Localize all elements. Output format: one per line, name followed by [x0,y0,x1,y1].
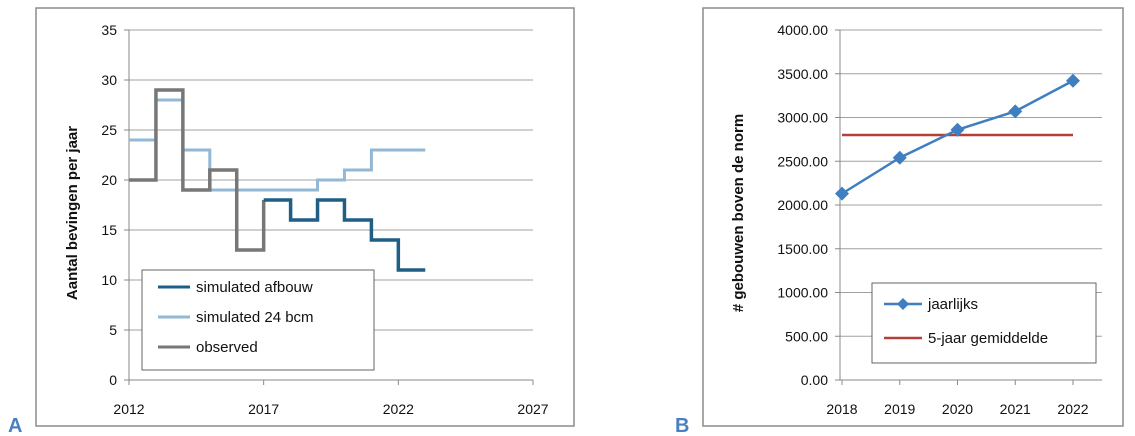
legend-label-b: jaarlijks [927,296,978,313]
y-tick-label-b: 1000.00 [777,285,828,301]
x-tick-label-a: 2017 [248,401,279,417]
y-tick-label-a: 35 [101,22,117,38]
y-axis-label-a: Aantal bevingen per jaar [64,126,81,300]
series-line-jaarlijks [841,79,1074,195]
x-tick-label-a: 2012 [113,401,144,417]
y-tick-label-a: 0 [109,372,117,388]
y-tick-label-a: 15 [101,222,117,238]
y-tick-label-b: 1500.00 [777,241,828,257]
x-tick-label-a: 2022 [383,401,414,417]
x-tick-label-b: 2018 [826,401,857,417]
legend-label-a: simulated afbouw [196,279,313,296]
y-tick-label-a: 20 [101,172,117,188]
y-tick-label-b: 4000.00 [777,22,828,38]
y-tick-label-a: 25 [101,122,117,138]
series-line-observed [129,88,266,252]
y-tick-label-b: 3000.00 [777,110,828,126]
y-tick-label-a: 10 [101,272,117,288]
x-tick-label-a: 2027 [517,401,548,417]
panel-a-label: A [8,415,22,436]
y-axis-label-b: # gebouwen boven de norm [730,114,747,312]
y-tick-label-a: 30 [101,72,117,88]
legend-marker-jaarlijks [897,298,909,310]
data-point-jaarlijks [835,186,849,201]
data-point-jaarlijks [1008,104,1023,119]
panel-b-label: B [675,415,689,436]
x-tick-label-b: 2019 [884,401,915,417]
y-tick-label-b: 0.00 [801,372,828,388]
panel-a-frame [35,7,575,427]
y-tick-label-b: 2000.00 [777,197,828,213]
legend-label-a: simulated 24 bcm [196,309,314,326]
data-point-jaarlijks [892,150,907,165]
data-point-jaarlijks [950,122,965,137]
legend-b [871,282,1097,364]
legend-label-a: observed [196,339,258,356]
data-point-jaarlijks [1066,73,1080,88]
series-line-simulated-24-bcm [129,98,426,192]
y-tick-label-b: 3500.00 [777,66,828,82]
y-tick-label-b: 2500.00 [777,153,828,169]
x-tick-label-b: 2021 [1000,401,1031,417]
y-tick-label-b: 500.00 [785,328,828,344]
x-tick-label-b: 2022 [1057,401,1088,417]
x-tick-label-b: 2020 [942,401,973,417]
legend-label-b: 5-jaar gemiddelde [928,330,1048,347]
y-tick-label-a: 5 [109,322,117,338]
series-line-simulated-afbouw [263,198,426,272]
panel-b-frame [702,7,1124,427]
